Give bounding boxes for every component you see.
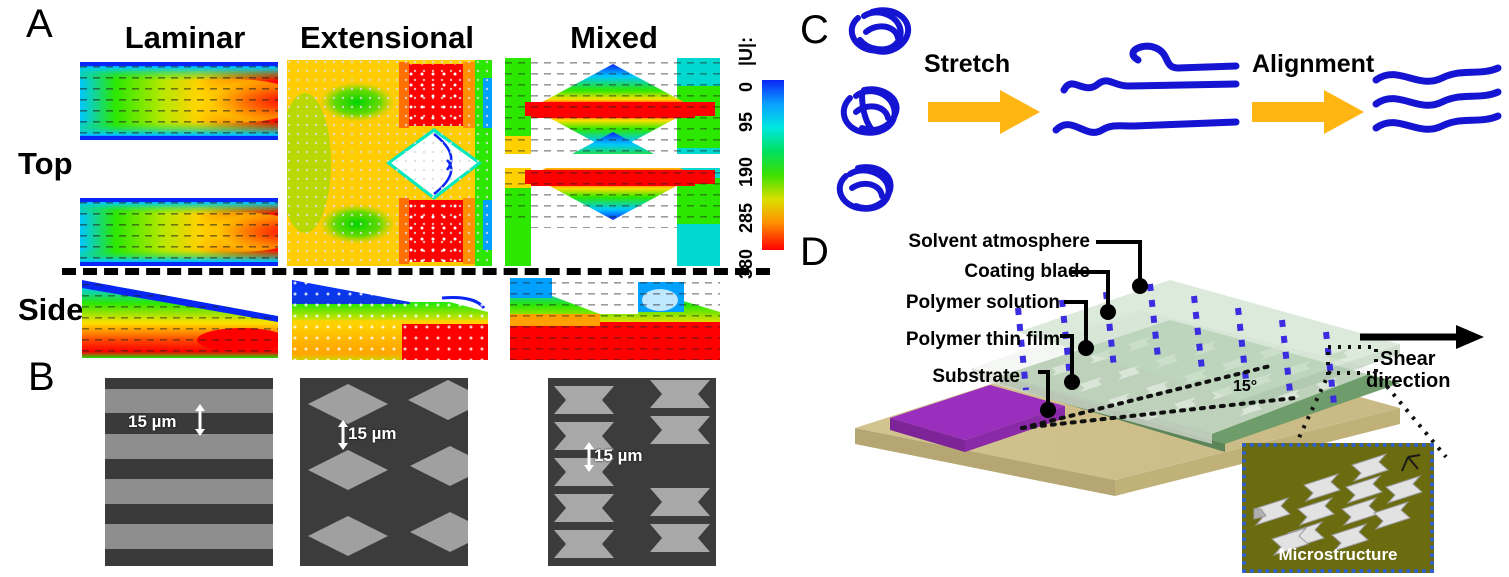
colorbar-title: |U|: <box>736 36 756 66</box>
colorbar-gradient <box>762 80 784 250</box>
tilt-angle-label: 15° <box>1233 378 1258 395</box>
sem-image-extensional <box>300 378 468 566</box>
sim-laminar-top-2 <box>80 198 278 266</box>
shear-direction-arrow-icon <box>1360 325 1484 349</box>
scale-arrow-mixed <box>582 442 596 472</box>
colorbar-tick-2: 190 <box>736 157 756 188</box>
microstructure-inset: Microstructure <box>1242 443 1434 573</box>
colorbar-tick-1: 95 <box>736 112 756 133</box>
polymer-coil-1 <box>838 2 926 64</box>
alignment-arrow-icon <box>1252 88 1364 136</box>
sim-laminar-top <box>80 62 278 140</box>
sim-laminar-side <box>82 280 278 358</box>
process-step-alignment: Alignment <box>1252 50 1375 78</box>
row-title-top: Top <box>18 146 73 181</box>
sem-image-laminar <box>105 378 273 566</box>
panel-label-c: C <box>800 8 829 52</box>
callout-polymer-thin-film: Polymer thin film <box>905 329 1060 350</box>
sem-scale-label-mixed: 15 µm <box>594 446 643 465</box>
shear-direction-label-line1: Shear <box>1380 348 1436 370</box>
sim-extensional-top <box>287 60 492 266</box>
colorbar-tick-0: 0 <box>736 82 756 93</box>
aligned-chains <box>1372 62 1502 152</box>
sem-scale-label-extensional: 15 µm <box>348 424 397 443</box>
scale-arrow-laminar <box>193 404 207 436</box>
column-title-laminar: Laminar <box>124 20 246 55</box>
process-step-stretch: Stretch <box>924 50 1011 78</box>
stretch-arrow-icon <box>928 88 1040 136</box>
panel-label-d: D <box>800 230 829 274</box>
callout-substrate: Substrate <box>932 366 1020 387</box>
column-title-extensional: Extensional <box>300 20 474 55</box>
panel-label-b: B <box>28 355 55 399</box>
coating-schematic <box>840 258 1400 496</box>
inset-zoom-connectors <box>1288 345 1460 465</box>
panel-a-divider <box>62 268 770 275</box>
callout-leader-lines <box>1000 238 1320 418</box>
callout-coating-blade: Coating blade <box>964 261 1090 282</box>
stretched-chains <box>1050 34 1240 164</box>
callout-solvent-atmosphere: Solvent atmosphere <box>908 231 1090 252</box>
sim-mixed-side <box>510 278 720 360</box>
polymer-coil-2 <box>832 78 920 142</box>
polymer-coil-3 <box>828 158 916 220</box>
callout-polymer-solution: Polymer solution <box>905 292 1060 313</box>
sim-extensional-side <box>292 280 488 360</box>
panel-label-a: A <box>26 2 53 46</box>
column-title-mixed: Mixed <box>570 20 658 55</box>
microstructure-inset-label: Microstructure <box>1278 545 1398 564</box>
colorbar-tick-3: 285 <box>736 203 756 234</box>
row-title-side: Side <box>18 292 84 327</box>
sem-image-mixed <box>548 378 716 566</box>
scale-arrow-extensional <box>336 420 350 450</box>
colorbar-tick-4: 380 <box>736 249 756 280</box>
sim-mixed-top <box>505 58 720 266</box>
sem-scale-label-laminar: 15 µm <box>128 412 177 431</box>
